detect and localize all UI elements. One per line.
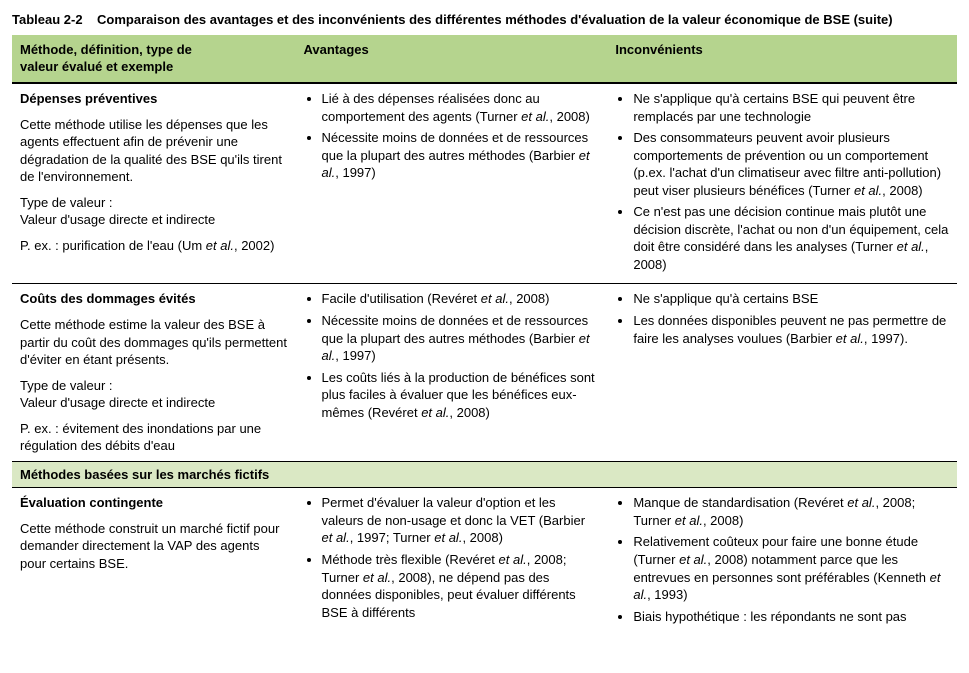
table-header-row: Méthode, définition, type de valeur éval…: [12, 35, 957, 83]
caption-prefix: Tableau 2-2: [12, 12, 83, 27]
bullet-item: Biais hypothétique : les répondants ne s…: [633, 608, 949, 626]
method-title: Coûts des dommages évités: [20, 291, 196, 306]
header-method-line2: valeur évalué et exemple: [20, 59, 173, 74]
method-title: Dépenses préventives: [20, 91, 157, 106]
method-type: Type de valeur :Valeur d'usage directe e…: [20, 377, 288, 412]
bullet-item: Lié à des dépenses réalisées donc au com…: [322, 90, 600, 125]
bullet-item: Manque de standardisation (Revéret et al…: [633, 494, 949, 529]
table-caption: Tableau 2-2 Comparaison des avantages et…: [12, 12, 957, 29]
cell-method: Évaluation contingente Cette méthode cons…: [12, 488, 296, 635]
method-desc: Cette méthode utilise les dépenses que l…: [20, 116, 288, 186]
table-row: Coûts des dommages évités Cette méthode e…: [12, 284, 957, 461]
table-row: Évaluation contingente Cette méthode cons…: [12, 488, 957, 635]
method-example: P. ex. : évitement des inondations par u…: [20, 420, 288, 455]
header-method-line1: Méthode, définition, type de: [20, 42, 192, 57]
bullet-list: Facile d'utilisation (Revéret et al., 20…: [304, 290, 600, 421]
bullet-list: Permet d'évaluer la valeur d'option et l…: [304, 494, 600, 621]
cell-inconvenients: Ne s'applique qu'à certains BSE qui peuv…: [607, 83, 957, 284]
cell-advantages: Lié à des dépenses réalisées donc au com…: [296, 83, 608, 284]
bullet-list: Manque de standardisation (Revéret et al…: [615, 494, 949, 625]
caption-text: Comparaison des avantages et des inconvé…: [97, 12, 893, 27]
bullet-item: Les données disponibles peuvent ne pas p…: [633, 312, 949, 347]
bullet-list: Ne s'applique qu'à certains BSE qui peuv…: [615, 90, 949, 273]
bullet-item: Permet d'évaluer la valeur d'option et l…: [322, 494, 600, 547]
comparison-table: Méthode, définition, type de valeur éval…: [12, 35, 957, 635]
method-title: Évaluation contingente: [20, 495, 163, 510]
method-desc: Cette méthode estime la valeur des BSE à…: [20, 316, 288, 369]
bullet-item: Relativement coûteux pour faire une bonn…: [633, 533, 949, 603]
table-row: Dépenses préventives Cette méthode utilis…: [12, 83, 957, 284]
method-type: Type de valeur :Valeur d'usage directe e…: [20, 194, 288, 229]
bullet-list: Ne s'applique qu'à certains BSE Les donné…: [615, 290, 949, 347]
header-method: Méthode, définition, type de valeur éval…: [12, 35, 296, 83]
method-example: P. ex. : purification de l'eau (Um et al…: [20, 237, 288, 255]
header-advantages: Avantages: [296, 35, 608, 83]
cell-method: Coûts des dommages évités Cette méthode e…: [12, 284, 296, 461]
bullet-item: Les coûts liés à la production de bénéfi…: [322, 369, 600, 422]
bullet-list: Lié à des dépenses réalisées donc au com…: [304, 90, 600, 182]
cell-inconvenients: Ne s'applique qu'à certains BSE Les donné…: [607, 284, 957, 461]
cell-advantages: Permet d'évaluer la valeur d'option et l…: [296, 488, 608, 635]
cell-method: Dépenses préventives Cette méthode utilis…: [12, 83, 296, 284]
bullet-item: Nécessite moins de données et de ressour…: [322, 129, 600, 182]
bullet-item: Méthode très flexible (Revéret et al., 2…: [322, 551, 600, 621]
bullet-item: Facile d'utilisation (Revéret et al., 20…: [322, 290, 600, 308]
method-desc: Cette méthode construit un marché fictif…: [20, 520, 288, 573]
section-title: Méthodes basées sur les marchés fictifs: [12, 461, 957, 488]
bullet-item: Nécessite moins de données et de ressour…: [322, 312, 600, 365]
section-row: Méthodes basées sur les marchés fictifs: [12, 461, 957, 488]
header-disadvantages: Inconvénients: [607, 35, 957, 83]
cell-inconvenients: Manque de standardisation (Revéret et al…: [607, 488, 957, 635]
bullet-item: Ne s'applique qu'à certains BSE: [633, 290, 949, 308]
bullet-item: Des consommateurs peuvent avoir plusieur…: [633, 129, 949, 199]
cell-advantages: Facile d'utilisation (Revéret et al., 20…: [296, 284, 608, 461]
bullet-item: Ce n'est pas une décision continue mais …: [633, 203, 949, 273]
bullet-item: Ne s'applique qu'à certains BSE qui peuv…: [633, 90, 949, 125]
